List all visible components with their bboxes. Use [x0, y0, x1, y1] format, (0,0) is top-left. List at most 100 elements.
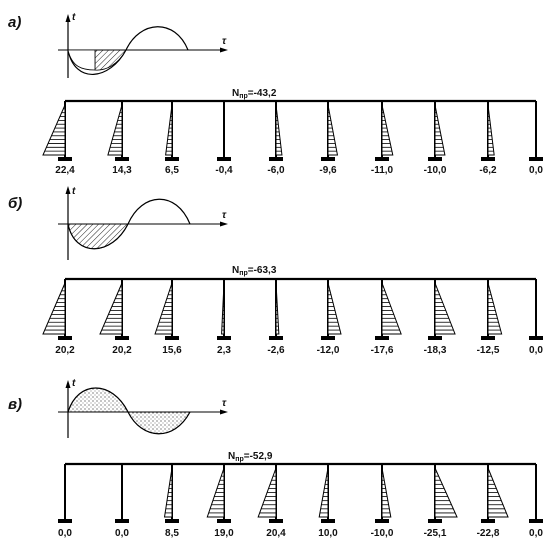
fixed-support	[321, 336, 335, 340]
tau-axis-label: τ	[222, 398, 227, 409]
column: -10,0	[424, 101, 447, 176]
moment-value-label: -2,6	[267, 345, 285, 356]
moment-value-label: 0,0	[529, 528, 543, 539]
moment-value-label: -17,6	[371, 345, 394, 356]
moment-value-label: 0,0	[115, 528, 129, 539]
column: 6,5	[165, 101, 179, 176]
moment-diagram	[275, 282, 280, 335]
panel-c-inset-graph: t τ	[58, 378, 228, 438]
fixed-support	[428, 157, 442, 161]
panel-b-letter: б)	[8, 195, 22, 212]
fixed-support	[321, 519, 335, 523]
column: 10,0	[318, 464, 338, 539]
panel-c-letter: в)	[8, 396, 22, 413]
moment-diagram	[487, 104, 495, 156]
column: -17,6	[371, 279, 402, 356]
fixed-support	[115, 336, 129, 340]
moment-value-label: 20,2	[55, 345, 75, 356]
shaded-region-blank	[67, 49, 96, 71]
columns: 0,0 0,0 8,5 19,0 20,4 10,0 -10,0 -25,1 -22,8 0,0	[58, 464, 543, 539]
moment-value-label: 10,0	[318, 528, 338, 539]
moment-triangle	[487, 104, 495, 156]
moment-triangle	[381, 104, 394, 156]
moment-value-label: 20,2	[112, 345, 132, 356]
column: -12,0	[317, 279, 342, 356]
moment-diagram	[381, 282, 402, 335]
panel-a-frame: Nпр=-43,2 22,4 14,3 6,5 -0,4 -6,0 -9,6 -11,0 -1…	[42, 88, 543, 176]
moment-value-label: -10,0	[424, 165, 447, 176]
moment-value-label: -25,1	[424, 528, 447, 539]
panel-c-frame: Nпр=-52,9 0,0 0,0 8,5 19,0 20,4 10,0 -10,0 -25,…	[58, 451, 543, 539]
moment-value-label: 0,0	[529, 165, 543, 176]
moment-triangle	[434, 104, 446, 156]
moment-triangle	[221, 282, 225, 335]
fixed-support	[375, 336, 389, 340]
moment-value-label: -9,6	[319, 165, 337, 176]
fixed-support	[269, 519, 283, 523]
fixed-support	[115, 157, 129, 161]
tau-axis-arrow	[220, 221, 228, 227]
fixed-support	[529, 157, 543, 161]
column: 20,2	[42, 279, 75, 356]
moment-triangle	[434, 282, 456, 335]
column: -6,2	[479, 101, 497, 176]
fixed-support	[269, 336, 283, 340]
moment-diagram	[381, 104, 394, 156]
column: 2,3	[217, 279, 231, 356]
column: -11,0	[371, 101, 394, 176]
moment-value-label: -18,3	[424, 345, 447, 356]
fixed-support	[165, 336, 179, 340]
column: -12,5	[477, 279, 503, 356]
fixed-support	[481, 157, 495, 161]
column: 0,0	[58, 464, 72, 539]
moment-triangle	[381, 282, 402, 335]
moment-value-label: -12,0	[317, 345, 340, 356]
fixed-support	[529, 519, 543, 523]
column: -22,8	[477, 464, 509, 539]
moment-value-label: 6,5	[165, 165, 179, 176]
t-axis-arrow	[65, 14, 71, 22]
shaded-region-hatched	[67, 223, 129, 250]
column: -9,6	[319, 101, 339, 176]
fixed-support	[58, 519, 72, 523]
moment-diagram	[275, 104, 283, 156]
moment-value-label: 19,0	[214, 528, 234, 539]
moment-diagram	[99, 282, 123, 335]
column: 15,6	[154, 279, 182, 356]
columns: 22,4 14,3 6,5 -0,4 -6,0 -9,6 -11,0 -10,0 -6,2 0,0	[42, 101, 543, 176]
fixed-support	[375, 519, 389, 523]
t-axis-label: t	[72, 378, 76, 389]
moment-triangle	[154, 282, 173, 335]
column: 14,3	[107, 101, 132, 176]
column: 0,0	[529, 279, 543, 356]
moment-triangle	[107, 104, 123, 156]
fixed-support	[58, 157, 72, 161]
moment-diagram	[257, 467, 277, 518]
panel-b-frame: Nпр=-63,3 20,2 20,2 15,6 2,3 -2,6 -12,0 -17,6 -…	[42, 265, 543, 356]
column: 20,2	[99, 279, 132, 356]
moment-value-label: -11,0	[371, 165, 394, 176]
fixed-support	[428, 519, 442, 523]
fixed-support	[115, 519, 129, 523]
column: 22,4	[42, 101, 75, 176]
column: -18,3	[424, 279, 456, 356]
shaded-region-positive	[67, 387, 129, 413]
fixed-support	[165, 519, 179, 523]
moment-diagram	[381, 467, 392, 518]
tau-axis-label: τ	[222, 210, 227, 221]
fixed-support	[269, 157, 283, 161]
panel-c: в) t τ Nпр=-52,9 0,0 0,0 8,5 19,0 20,4 10,0 -1…	[8, 378, 543, 539]
moment-value-label: 22,4	[55, 165, 75, 176]
moment-triangle	[275, 282, 280, 335]
moment-diagram	[42, 104, 66, 156]
axial-force-label: Nпр=-63,3	[232, 265, 277, 277]
t-axis-arrow	[65, 186, 71, 194]
moment-triangle	[99, 282, 123, 335]
moment-value-label: -12,5	[477, 345, 500, 356]
axial-force-label: Nпр=-43,2	[232, 88, 277, 100]
moment-diagram	[154, 282, 173, 335]
moment-triangle	[42, 282, 66, 335]
moment-diagram	[434, 282, 456, 335]
moment-value-label: -6,2	[479, 165, 497, 176]
moment-value-label: -10,0	[371, 528, 394, 539]
